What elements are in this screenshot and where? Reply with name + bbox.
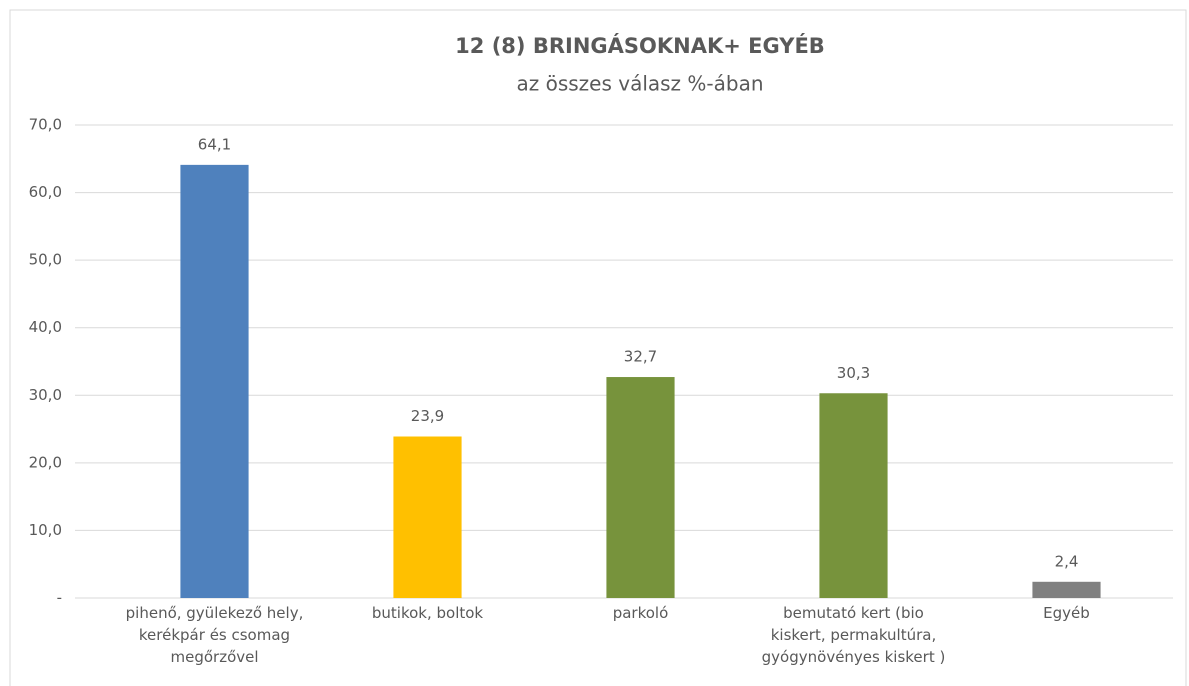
y-tick-label: 30,0 [29, 386, 62, 404]
x-tick-label: bemutató kert (bio kiskert, permakultúra… [761, 604, 946, 666]
x-label-box: Egyéb [1043, 604, 1090, 622]
data-label: 32,7 [624, 348, 657, 366]
data-label: 64,1 [198, 135, 231, 153]
data-label: 23,9 [411, 407, 444, 425]
x-tick-label: pihenő, gyülekező hely, kerékpár és csom… [125, 604, 304, 666]
x-label-box: butikok, boltok [371, 604, 484, 622]
x-label-box: parkoló [612, 604, 669, 622]
data-label: 30,3 [837, 364, 870, 382]
data-label: 2,4 [1055, 552, 1079, 570]
chart-subtitle: az összes válasz %-ában [516, 72, 763, 96]
bar [393, 436, 462, 598]
x-tick-label: Egyéb [1043, 604, 1090, 622]
y-tick-label: 10,0 [29, 521, 62, 539]
y-tick-label: - [57, 589, 62, 607]
x-tick-label: parkoló [612, 604, 669, 622]
y-tick-label: 70,0 [29, 116, 62, 134]
bar [819, 393, 888, 598]
y-tick-label: 60,0 [29, 183, 62, 201]
bar [606, 377, 675, 598]
bar [1032, 581, 1101, 598]
bar [180, 164, 249, 599]
y-tick-label: 50,0 [29, 251, 62, 269]
x-label-box: pihenő, gyülekező hely, kerékpár és csom… [125, 604, 304, 666]
y-tick-label: 40,0 [29, 318, 62, 336]
x-label-box: bemutató kert (bio kiskert, permakultúra… [761, 604, 946, 666]
chart-title: 12 (8) BRINGÁSOKNAK+ EGYÉB [455, 33, 825, 58]
y-tick-label: 20,0 [29, 453, 62, 471]
x-tick-label: butikok, boltok [371, 604, 484, 622]
